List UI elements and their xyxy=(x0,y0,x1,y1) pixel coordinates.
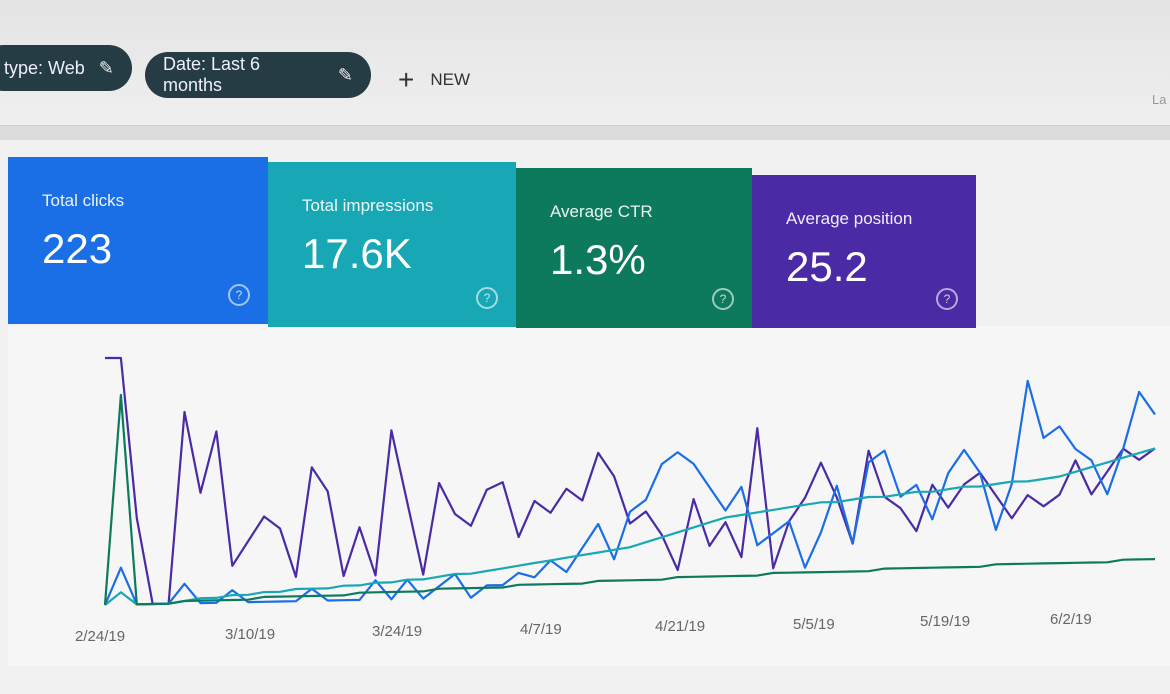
new-label: NEW xyxy=(430,70,471,89)
card-average-ctr[interactable]: Average CTR 1.3% ? xyxy=(516,168,752,328)
series-line-1 xyxy=(103,379,1156,606)
question-circle-icon[interactable]: ? xyxy=(936,288,958,310)
card-value: 1.3% xyxy=(550,236,646,283)
plus-icon: + xyxy=(398,64,415,95)
question-circle-icon[interactable]: ? xyxy=(228,284,250,306)
card-label: Total impressions xyxy=(302,196,434,215)
x-tick-label: 4/21/19 xyxy=(655,618,706,635)
card-value: 25.2 xyxy=(786,243,868,290)
filter-bar: type: Web ✎ Date: Last 6 months ✎ + NEW … xyxy=(0,0,1170,126)
card-value: 17.6K xyxy=(302,230,412,277)
card-total-impressions[interactable]: Total impressions 17.6K ? xyxy=(268,162,516,327)
chart-area xyxy=(8,326,1170,666)
x-tick-label: 3/10/19 xyxy=(225,625,276,643)
question-circle-icon[interactable]: ? xyxy=(476,287,498,309)
question-circle-icon[interactable]: ? xyxy=(712,288,734,310)
date-filter-chip[interactable]: Date: Last 6 months ✎ xyxy=(145,52,371,98)
series-line-2 xyxy=(104,447,1156,606)
card-value: 223 xyxy=(42,225,113,272)
x-tick-label: 3/24/19 xyxy=(372,623,423,640)
card-total-clicks[interactable]: Total clicks 223 ? xyxy=(8,157,268,324)
search-type-filter-chip[interactable]: type: Web ✎ xyxy=(0,45,132,91)
series-line-0 xyxy=(105,356,1156,606)
partial-text: La xyxy=(1152,92,1167,107)
chip-label: Date: Last 6 months xyxy=(163,54,261,95)
x-tick-label: 5/5/19 xyxy=(793,615,835,633)
card-label: Average position xyxy=(786,209,913,228)
x-tick-label: 2/24/19 xyxy=(75,628,126,645)
series-line-3 xyxy=(103,393,1156,606)
pencil-icon[interactable]: ✎ xyxy=(98,57,114,78)
chip-label: type: Web xyxy=(4,57,85,78)
card-label: Average CTR xyxy=(550,202,653,221)
card-label: Total clicks xyxy=(42,191,125,210)
new-filter-button[interactable]: + NEW xyxy=(398,66,470,94)
x-tick-label: 6/2/19 xyxy=(1050,610,1092,628)
pencil-icon[interactable]: ✎ xyxy=(337,64,353,85)
x-tick-label: 4/7/19 xyxy=(520,620,562,638)
x-tick-label: 5/19/19 xyxy=(920,613,971,630)
card-average-position[interactable]: Average position 25.2 ? xyxy=(752,175,976,328)
